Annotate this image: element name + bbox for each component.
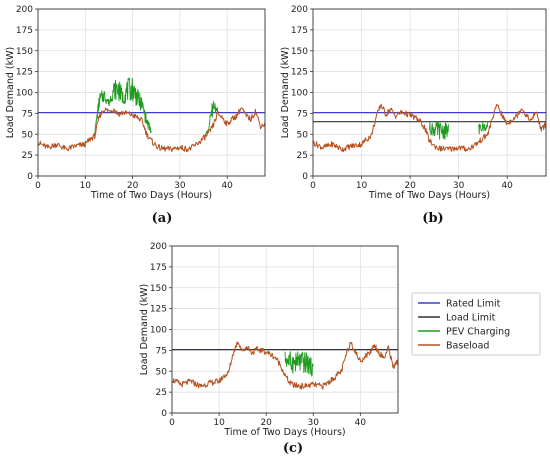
series-line-pev-charging	[284, 351, 314, 377]
legend-entry-label: PEV Charging	[446, 327, 510, 338]
series-line-baseload	[171, 341, 399, 390]
y-tick-label: 175	[291, 26, 308, 36]
y-tick-label: 175	[16, 26, 33, 36]
y-tick-label: 125	[16, 68, 33, 78]
y-tick-label: 25	[297, 151, 308, 161]
legend: Rated Limit Load Limit PEV Charging Baseloa…	[411, 292, 541, 356]
legend-entry-label: Baseload	[446, 341, 489, 352]
y-tick-label: 125	[291, 68, 308, 78]
x-tick-label: 0	[169, 418, 175, 428]
y-tick-label: 50	[22, 130, 34, 140]
chart-panel-3: 0 25 50 75 100 125 150 175 200 0 10 20 30 40 Time of T…	[139, 242, 541, 456]
panel-label: (c)	[283, 441, 303, 456]
x-tick-label: 30	[308, 418, 320, 428]
y-tick-label: 75	[297, 109, 308, 119]
y-axis-label: Load Demand (kW)	[139, 284, 150, 375]
x-tick-label: 0	[310, 181, 316, 191]
y-tick-label: 150	[291, 47, 308, 57]
series-line-pev-charging	[429, 121, 489, 140]
y-axis-label: Load Demand (kW)	[280, 47, 291, 138]
x-tick-label: 0	[35, 181, 41, 191]
x-tick-label: 20	[127, 181, 139, 191]
y-tick-label: 100	[16, 89, 33, 99]
y-tick-label: 75	[22, 109, 33, 119]
x-tick-label: 30	[174, 181, 186, 191]
x-tick-label: 10	[80, 181, 92, 191]
x-tick-label: 30	[453, 181, 465, 191]
y-tick-label: 150	[150, 284, 167, 294]
series-line-baseload	[312, 103, 547, 153]
x-axis-label: Time of Two Days (Hours)	[368, 190, 490, 201]
y-tick-label: 100	[150, 326, 167, 336]
y-tick-label: 200	[150, 242, 167, 252]
series-line-baseload	[38, 107, 266, 153]
panel-label: (b)	[422, 211, 443, 226]
y-tick-label: 150	[16, 47, 33, 57]
chart-panel-1: 0 25 50 75 100 125 150 175 200 0 10 20 30 40 Time of T…	[5, 5, 266, 226]
x-tick-label: 20	[260, 418, 272, 428]
y-tick-label: 25	[22, 151, 33, 161]
x-tick-label: 40	[355, 418, 367, 428]
legend-entry-label: Rated Limit	[446, 299, 501, 310]
y-tick-label: 0	[27, 172, 33, 182]
y-tick-label: 75	[156, 346, 167, 356]
x-axis-label: Time of Two Days (Hours)	[90, 190, 212, 201]
y-axis-label: Load Demand (kW)	[5, 47, 16, 138]
chart-panel-2: 0 25 50 75 100 125 150 175 200 0 10 20 30 40 Time of T…	[280, 5, 547, 226]
y-tick-label: 200	[16, 5, 33, 15]
x-tick-label: 10	[213, 418, 225, 428]
legend-box	[411, 292, 541, 356]
y-tick-label: 175	[150, 263, 167, 273]
y-tick-label: 50	[297, 130, 309, 140]
legend-entry-label: Load Limit	[446, 313, 496, 324]
y-tick-label: 200	[291, 5, 308, 15]
x-tick-label: 40	[501, 181, 513, 191]
y-tick-label: 50	[156, 367, 168, 377]
x-tick-label: 20	[404, 181, 416, 191]
y-tick-label: 100	[291, 89, 308, 99]
x-tick-label: 40	[221, 181, 233, 191]
y-tick-label: 125	[150, 305, 167, 315]
series-line-pev-charging	[94, 77, 219, 139]
panel-label: (a)	[152, 211, 173, 226]
x-tick-label: 10	[356, 181, 368, 191]
y-tick-label: 0	[302, 172, 308, 182]
y-tick-label: 0	[161, 409, 167, 419]
y-tick-label: 25	[156, 388, 167, 398]
x-axis-label: Time of Two Days (Hours)	[223, 427, 345, 438]
